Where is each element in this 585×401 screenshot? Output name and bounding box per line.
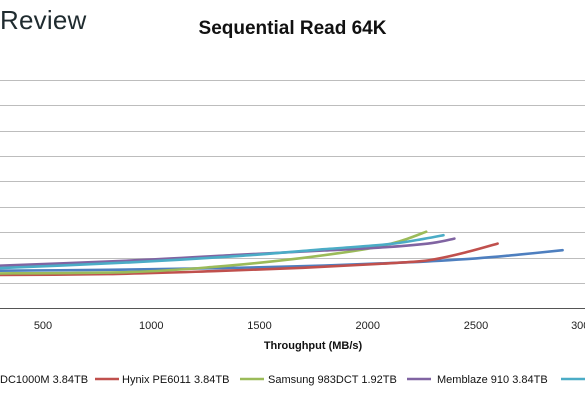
x-tick-labels: 500 1000 1500 2000 2500 300 bbox=[34, 320, 585, 332]
legend-label: Samsung 983DCT 1.92TB bbox=[268, 374, 397, 386]
x-tick-label: 1000 bbox=[139, 320, 163, 332]
chart-title: Sequential Read 64K bbox=[198, 18, 387, 39]
x-axis-label: Throughput (MB/s) bbox=[264, 340, 363, 352]
legend-label: DC1000M 3.84TB bbox=[0, 374, 88, 386]
legend: DC1000M 3.84TB Hynix PE6011 3.84TB Samsung… bbox=[0, 374, 585, 386]
series-line-2 bbox=[0, 242, 499, 277]
series-line-3 bbox=[0, 230, 428, 275]
x-tick-label: 1500 bbox=[247, 320, 271, 332]
legend-label: Hynix PE6011 3.84TB bbox=[122, 374, 229, 386]
brand-logo: Review bbox=[0, 5, 87, 35]
x-tick-label: 300 bbox=[571, 320, 585, 332]
x-tick-label: 2000 bbox=[356, 320, 380, 332]
x-tick-label: 2500 bbox=[464, 320, 488, 332]
series-lines bbox=[0, 230, 564, 277]
x-tick-label: 500 bbox=[34, 320, 52, 332]
legend-label: Memblaze 910 3.84TB bbox=[437, 374, 548, 386]
series-line-5 bbox=[0, 233, 445, 270]
gridlines bbox=[0, 80, 585, 284]
